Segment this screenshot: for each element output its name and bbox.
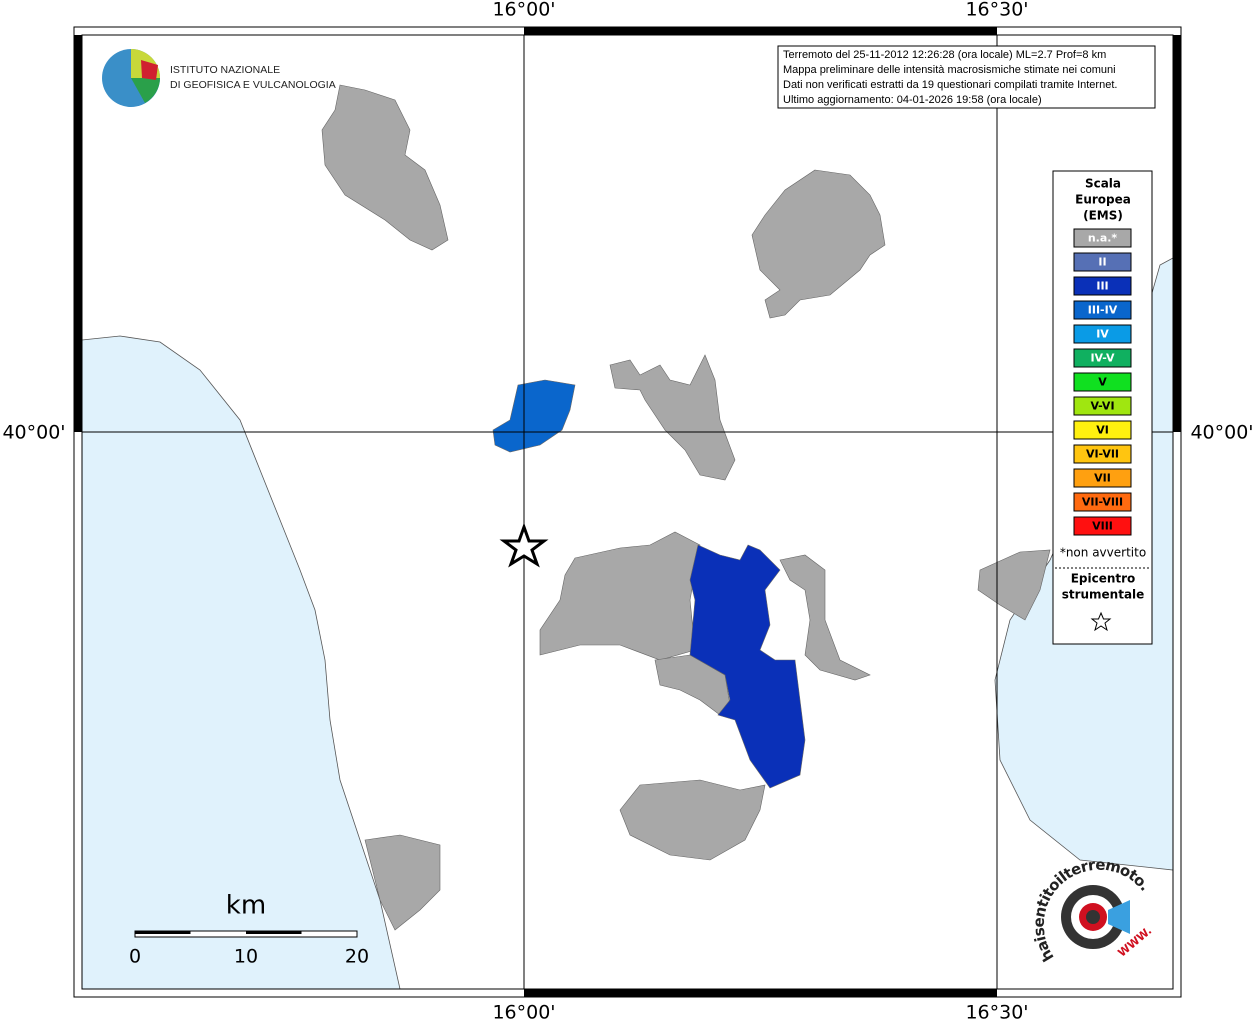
legend-note: *non avvertito (1060, 546, 1146, 560)
scale-label: 0 (129, 946, 141, 968)
legend-epicenter: strumentale (1062, 588, 1145, 602)
legend-title: (EMS) (1083, 209, 1123, 223)
scale-bar: km 0 10 20 (129, 891, 369, 968)
graticule (82, 35, 1173, 989)
ingv-logo: ISTITUTO NAZIONALE DI GEOFISICA E VULCAN… (102, 49, 336, 107)
lat-label: 40°00' (1190, 422, 1253, 444)
municipality (751, 169, 886, 319)
logo-ring (1086, 910, 1100, 924)
info-line: Mappa preliminare delle intensità macros… (783, 64, 1116, 76)
municipality (364, 834, 441, 931)
scale-segment (246, 931, 302, 934)
lon-label: 16°30' (965, 0, 1028, 21)
epicenter-star (499, 522, 549, 568)
frame-segment (74, 35, 82, 432)
scale-label: 20 (345, 946, 369, 968)
legend-swatch (1073, 492, 1132, 512)
legend-label: VIII (1092, 520, 1113, 533)
legend-swatch (1073, 420, 1132, 440)
logo-speaker (1108, 900, 1130, 934)
logo-text: DI GEOFISICA E VULCANOLOGIA (170, 79, 336, 91)
legend-swatch (1073, 228, 1132, 248)
legend-label: VII (1094, 472, 1111, 485)
municipalities (321, 84, 1051, 931)
logo-globe (141, 60, 158, 80)
legend-label: V-VI (1090, 400, 1114, 413)
legend-label: IV (1096, 328, 1109, 341)
scale-label: 10 (234, 946, 258, 968)
legend-swatch (1073, 252, 1132, 272)
legend-swatch (1073, 516, 1132, 536)
logo-text: ISTITUTO NAZIONALE (170, 64, 280, 76)
municipality (977, 549, 1051, 621)
legend-label: VI-VII (1086, 448, 1119, 461)
legend-label: III (1096, 280, 1108, 293)
lon-label: 16°00' (492, 1002, 555, 1024)
legend-epicenter: Epicentro (1071, 572, 1136, 586)
legend-swatch (1073, 444, 1132, 464)
legend-label: VI (1096, 424, 1109, 437)
legend-label: n.a.* (1088, 232, 1118, 245)
logo-globe (131, 78, 160, 103)
frame-segment (524, 27, 997, 35)
info-frame (777, 45, 1156, 109)
legend-label: VII-VIII (1082, 496, 1123, 509)
frame-ticks (74, 27, 1181, 997)
legend-swatch (1073, 324, 1132, 344)
lon-label: 16°30' (965, 1002, 1028, 1024)
lat-label: 40°00' (2, 422, 65, 444)
municipality (619, 779, 766, 861)
legend-swatch (1073, 276, 1132, 296)
legend-star (1090, 611, 1112, 632)
info-box: Terremoto del 25-11-2012 12:26:28 (ora l… (777, 45, 1156, 109)
municipality (321, 84, 449, 251)
info-line: Terremoto del 25-11-2012 12:26:28 (ora l… (783, 49, 1106, 61)
legend-swatch (1073, 348, 1132, 368)
legend-title: Scala (1085, 177, 1121, 191)
info-line: Dati non verificati estratti da 19 quest… (783, 79, 1117, 91)
municipality (689, 544, 806, 789)
legend-swatch (1073, 468, 1132, 488)
legend-swatch (1073, 396, 1132, 416)
municipality (492, 379, 576, 453)
scale-unit: km (226, 891, 266, 921)
municipality (779, 554, 871, 681)
lon-label: 16°00' (492, 0, 555, 21)
legend-title: Europea (1075, 193, 1131, 207)
info-line: Ultimo aggiornamento: 04-01-2026 19:58 (… (783, 94, 1042, 106)
legend-swatch (1073, 300, 1132, 320)
frame-segment (524, 989, 997, 997)
legend-label: III-IV (1088, 304, 1118, 317)
legend-label: V (1098, 376, 1107, 389)
legend-swatch (1073, 372, 1132, 392)
legend-label: II (1098, 256, 1106, 269)
legend-label: IV-V (1090, 352, 1115, 365)
scale-segment (135, 931, 191, 934)
sea-west (81, 335, 401, 990)
municipality (609, 354, 736, 481)
frame-segment (1173, 35, 1181, 432)
